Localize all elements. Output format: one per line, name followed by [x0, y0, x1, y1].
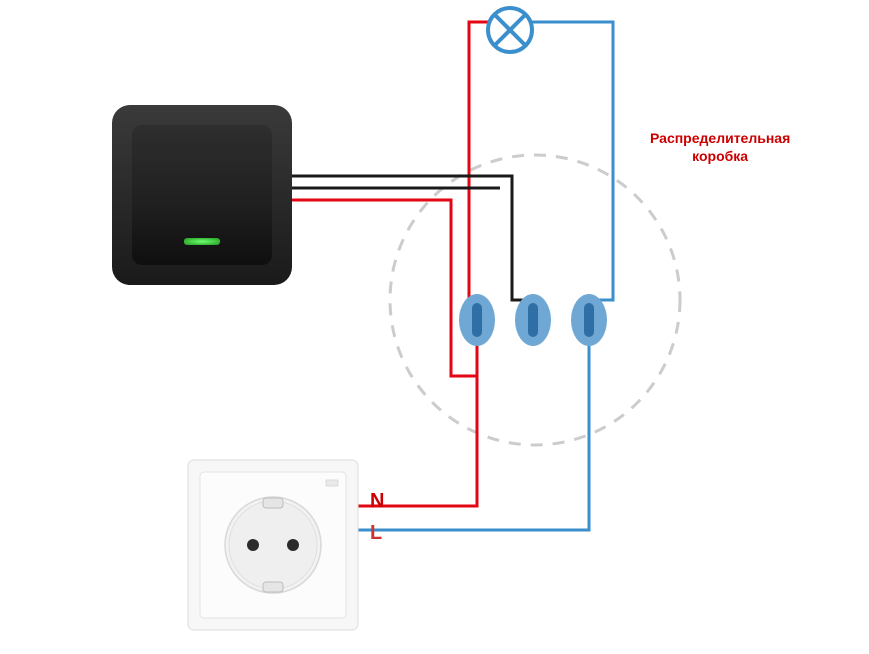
diagram-svg: [0, 0, 869, 654]
junction-box-label-line2: коробка: [650, 148, 790, 166]
outlet-ground-top-icon: [263, 498, 283, 508]
wiring-diagram-canvas: Распределительная коробка N L: [0, 0, 869, 654]
wire-blue-terminal-outlet: [358, 340, 589, 530]
terminal-2: [515, 294, 551, 346]
terminal-3: [571, 294, 607, 346]
wire-red-lamp-terminal: [469, 22, 490, 298]
lamp-symbol: [488, 8, 532, 52]
live-label: L: [370, 522, 382, 545]
outlet-pin-right-icon: [287, 539, 299, 551]
wire-blue-lamp-terminal: [530, 22, 613, 300]
wall-switch: [112, 105, 292, 285]
outlet-pin-left-icon: [247, 539, 259, 551]
wire-black-switch-top: [292, 176, 533, 300]
neutral-label: N: [370, 490, 384, 513]
outlet-ground-bottom-icon: [263, 582, 283, 592]
wall-outlet: [188, 460, 358, 630]
junction-box-label: Распределительная коробка: [650, 130, 790, 165]
junction-box-label-line1: Распределительная: [650, 130, 790, 148]
terminal-1: [459, 294, 495, 346]
switch-led-icon: [184, 238, 220, 245]
